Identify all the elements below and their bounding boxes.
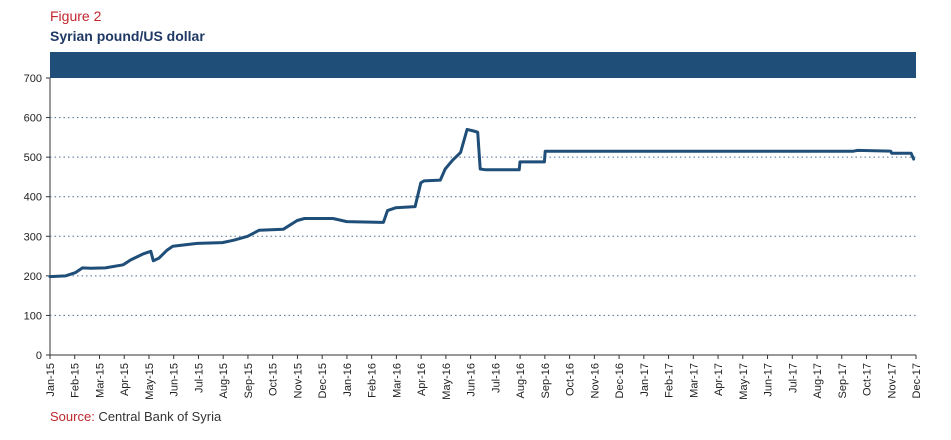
x-tick-label: Jul-16 <box>490 363 502 393</box>
x-tick-label: Dec-15 <box>317 363 329 398</box>
x-tick-label: Dec-17 <box>911 363 923 398</box>
y-tick-label: 200 <box>24 271 42 283</box>
x-tick-label: May-17 <box>738 363 750 400</box>
x-tick-label: Mar-16 <box>391 363 403 398</box>
x-tick-label: May-16 <box>441 363 453 400</box>
x-tick-label: Sep-17 <box>837 363 849 398</box>
x-tick-label: Apr-15 <box>119 363 131 396</box>
x-axis-ticks: Jan-15 Feb-15 Mar-15 Apr-15 May-15 Jun-15 Jul-… <box>45 355 923 400</box>
x-tick-label: Nov-16 <box>589 363 601 398</box>
x-tick-label: Feb-15 <box>70 363 82 398</box>
y-axis-ticks: 0 100 200 300 400 500 600 700 <box>24 73 50 362</box>
x-tick-label: Jun-17 <box>763 363 775 397</box>
x-tick-label: May-15 <box>144 363 156 400</box>
x-tick-label: Mar-17 <box>688 363 700 398</box>
chart-title: Syrian pound/US dollar <box>50 28 205 44</box>
x-tick-label: Jan-15 <box>45 363 57 397</box>
x-tick-label: Aug-15 <box>218 363 230 398</box>
y-tick-label: 700 <box>24 73 42 85</box>
chart-header-band <box>50 52 916 78</box>
x-tick-label: Oct-15 <box>268 363 280 396</box>
x-tick-label: Jan-17 <box>639 363 651 397</box>
x-tick-label: Nov-15 <box>292 363 304 398</box>
x-tick-label: Jul-15 <box>193 363 205 393</box>
x-tick-label: Sep-16 <box>540 363 552 398</box>
y-tick-label: 600 <box>24 113 42 125</box>
source-label: Source: <box>50 409 95 424</box>
x-tick-label: Aug-16 <box>515 363 527 398</box>
x-tick-label: Apr-16 <box>416 363 428 396</box>
y-tick-label: 300 <box>24 231 42 243</box>
x-tick-label: Aug-17 <box>812 363 824 398</box>
x-tick-label: Oct-17 <box>862 363 874 396</box>
x-tick-label: Oct-16 <box>565 363 577 396</box>
figure-number: Figure 2 <box>50 8 102 24</box>
series-line <box>48 127 916 279</box>
x-tick-label: Dec-16 <box>614 363 626 398</box>
y-tick-label: 0 <box>36 350 42 362</box>
source-text: Central Bank of Syria <box>94 409 222 424</box>
source-note: Source: Central Bank of Syria <box>50 409 221 424</box>
series-layer <box>48 127 916 279</box>
gridlines <box>50 117 916 316</box>
x-tick-label: Feb-16 <box>367 363 379 398</box>
x-tick-label: Sep-15 <box>243 363 255 398</box>
x-tick-label: Jul-17 <box>787 363 799 393</box>
y-tick-label: 500 <box>24 152 42 164</box>
y-tick-label: 100 <box>24 310 42 322</box>
x-tick-label: Apr-17 <box>713 363 725 396</box>
x-tick-label: Feb-17 <box>664 363 676 398</box>
x-tick-label: Jan-16 <box>342 363 354 397</box>
x-tick-label: Jun-15 <box>169 363 181 397</box>
x-tick-label: Nov-17 <box>886 363 898 398</box>
x-tick-label: Mar-15 <box>94 363 106 398</box>
x-tick-label: Jun-16 <box>466 363 478 397</box>
y-tick-label: 400 <box>24 192 42 204</box>
